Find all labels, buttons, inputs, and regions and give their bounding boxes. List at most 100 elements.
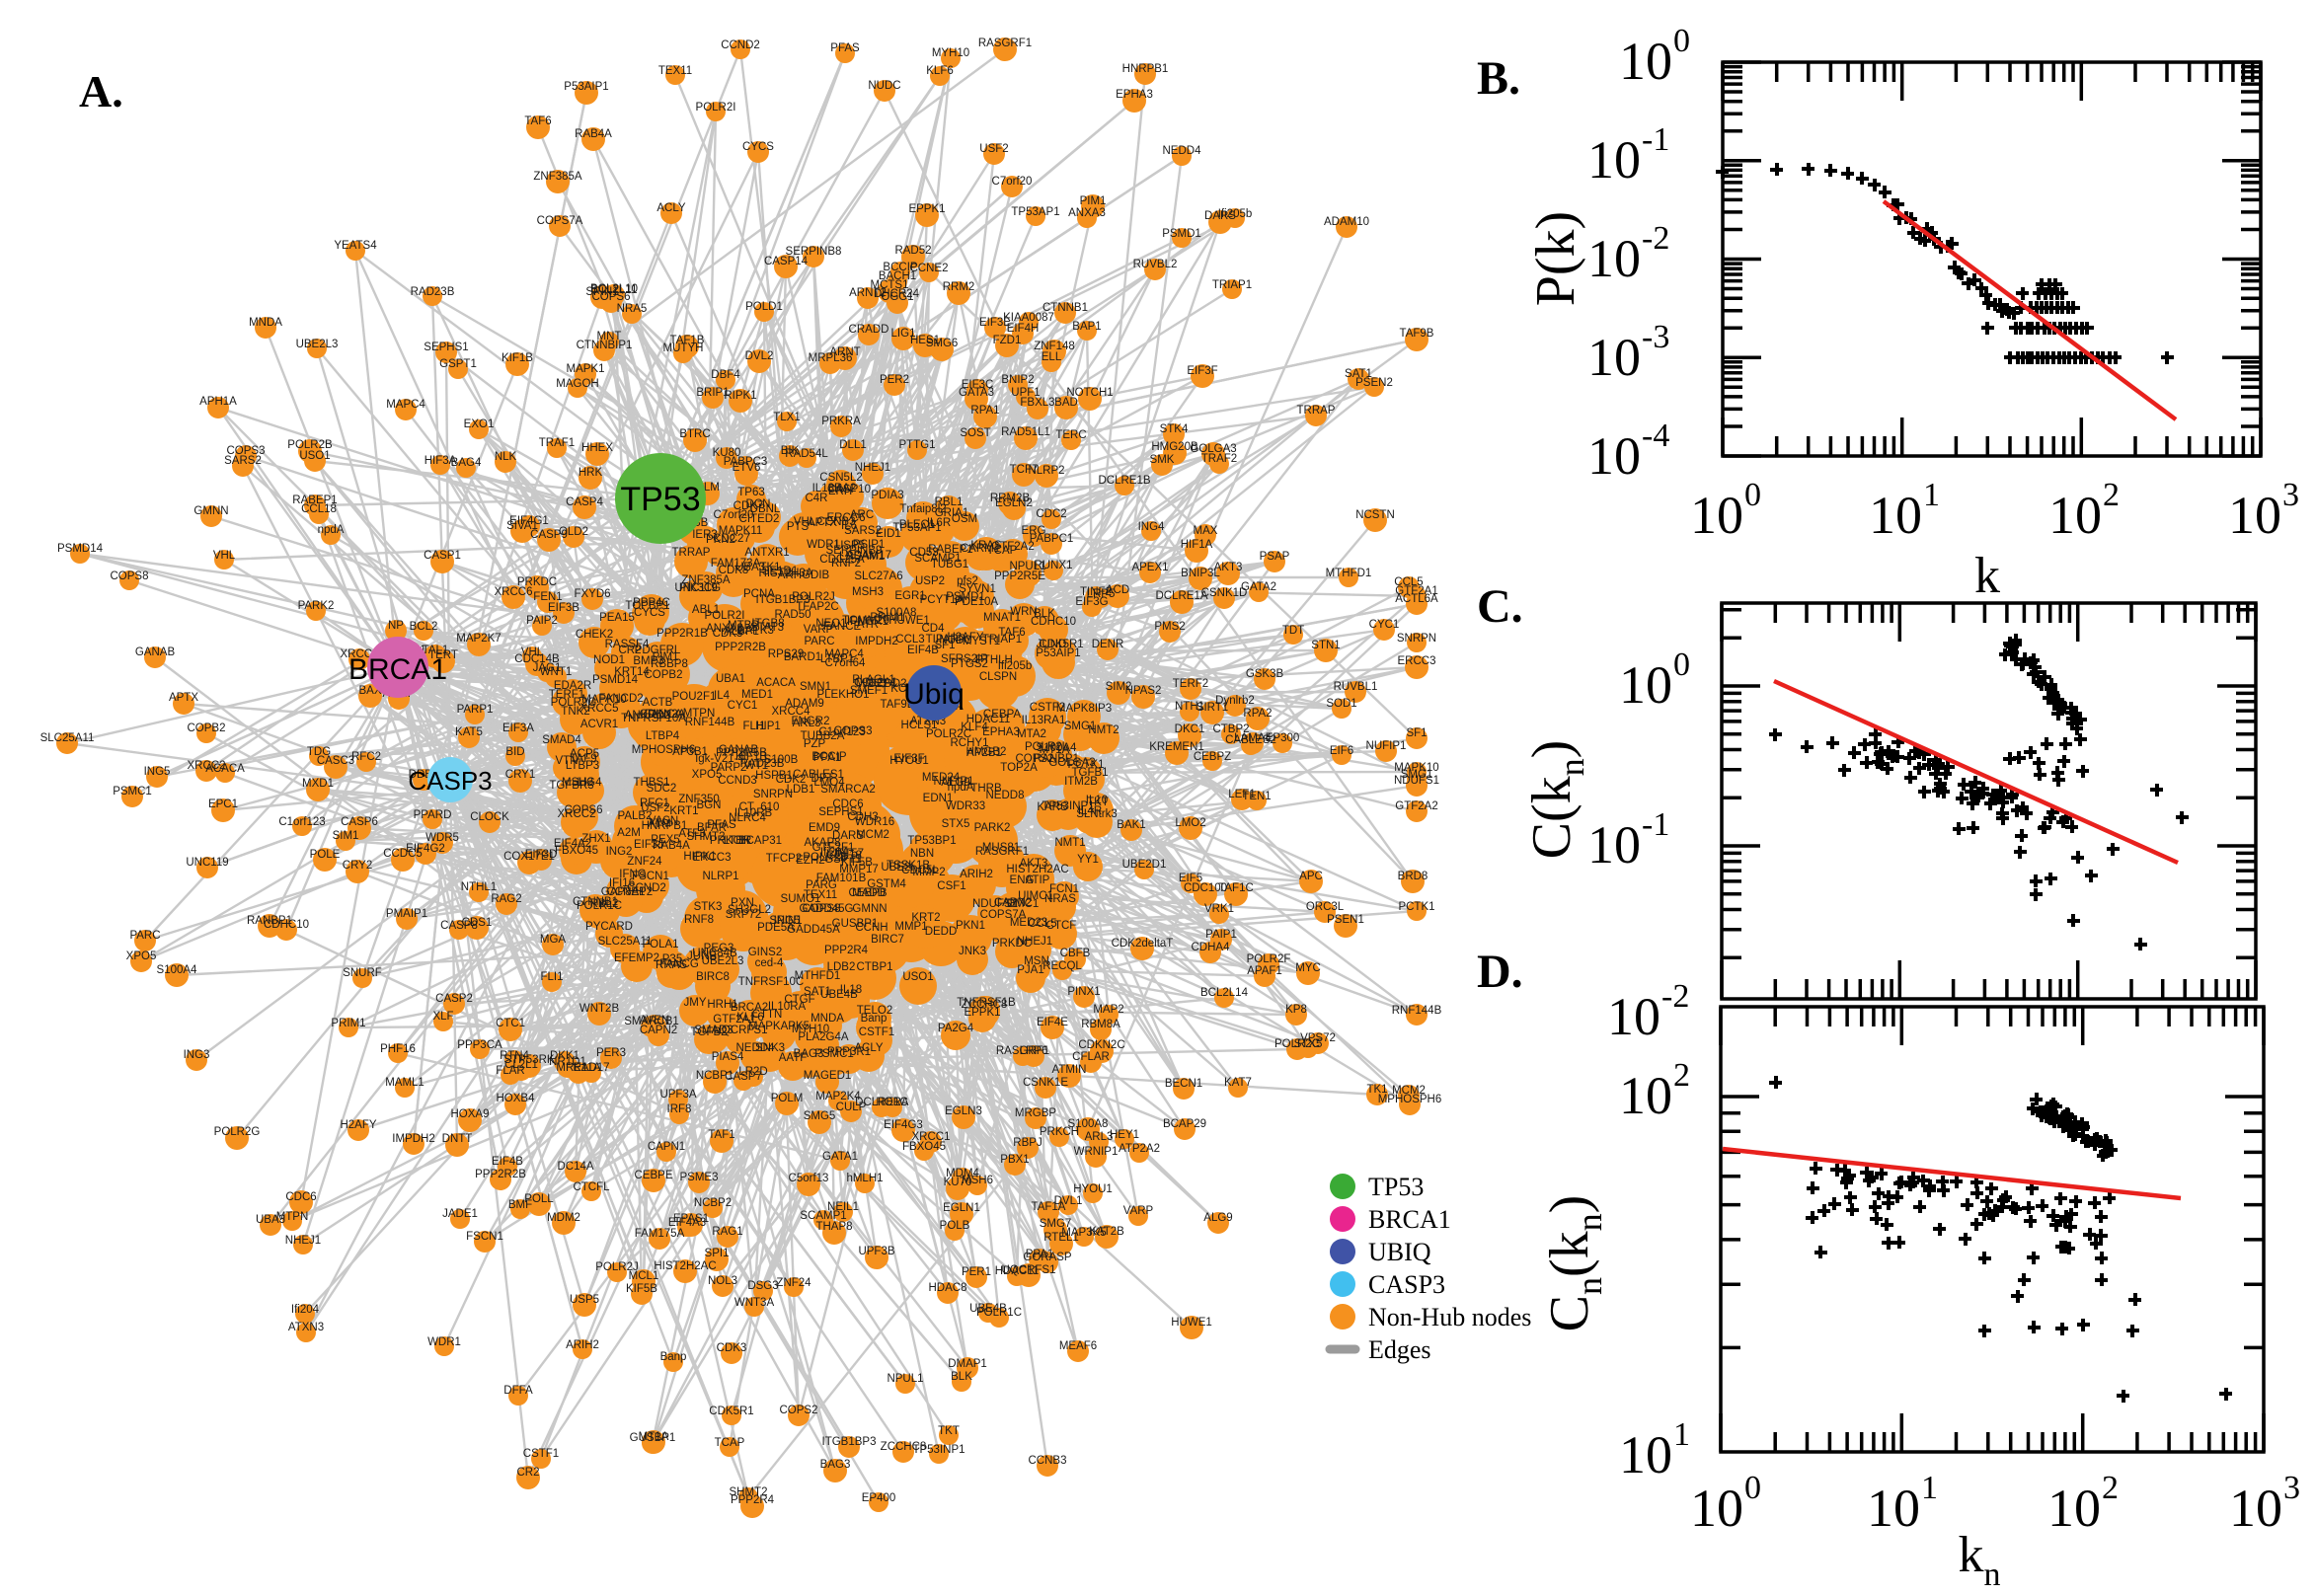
svg-text:SOST: SOST [960, 427, 990, 439]
svg-text:TELO2: TELO2 [857, 1005, 892, 1017]
svg-text:RAG1: RAG1 [712, 1226, 742, 1238]
svg-text:B.: B. [1477, 52, 1520, 105]
svg-text:ATP2A2: ATP2A2 [1119, 1143, 1160, 1155]
svg-text:HES1: HES1 [910, 335, 940, 346]
svg-text:RTN4: RTN4 [500, 1050, 529, 1062]
svg-text:PRIM1: PRIM1 [331, 1018, 365, 1029]
svg-text:HOXB4: HOXB4 [497, 1093, 536, 1104]
svg-text:MAML1: MAML1 [385, 1077, 425, 1089]
svg-text:CTNNBIP1: CTNNBIP1 [577, 340, 633, 351]
svg-text:10: 10 [1619, 655, 1672, 715]
svg-text:FBXL3: FBXL3 [1020, 397, 1054, 409]
svg-text:VASN: VASN [649, 815, 678, 827]
svg-text:SMK: SMK [1150, 454, 1175, 466]
svg-text:CD53: CD53 [909, 547, 938, 559]
svg-text:ATMIN: ATMIN [1052, 1064, 1087, 1076]
svg-text:SLNtrk3: SLNtrk3 [1076, 808, 1118, 820]
svg-text:CRADD: CRADD [849, 324, 889, 336]
svg-text:PARK2: PARK2 [298, 600, 335, 612]
svg-text:0: 0 [1673, 646, 1690, 683]
svg-text:CTCFL: CTCFL [573, 1181, 610, 1193]
svg-text:CULP: CULP [836, 1102, 867, 1113]
svg-text:PMAIP1: PMAIP1 [386, 908, 427, 920]
svg-text:FXYD6: FXYD6 [574, 588, 610, 600]
svg-text:CTBP1: CTBP1 [856, 961, 892, 973]
svg-text:KP8: KP8 [1285, 1004, 1307, 1016]
svg-text:NUDC: NUDC [868, 80, 900, 92]
svg-text:NLRP1: NLRP1 [702, 871, 738, 882]
svg-text:PPP3CA: PPP3CA [457, 1039, 502, 1051]
svg-text:FAM175A: FAM175A [635, 1228, 685, 1240]
svg-text:YEATS4: YEATS4 [334, 240, 377, 252]
svg-text:SMAD4: SMAD4 [542, 734, 581, 746]
svg-text:EFEMP2: EFEMP2 [614, 952, 659, 964]
svg-text:FNGR2: FNGR2 [792, 716, 830, 727]
svg-text:NOL3: NOL3 [708, 1275, 737, 1287]
svg-text:CASP2: CASP2 [435, 993, 473, 1005]
svg-text:PKN2: PKN2 [706, 534, 735, 546]
svg-text:ENG: ENG [1010, 874, 1035, 886]
svg-text:DVL2: DVL2 [745, 350, 774, 362]
svg-text:2: 2 [1673, 1057, 1690, 1094]
svg-text:10: 10 [1869, 486, 1922, 545]
svg-text:CTC1: CTC1 [496, 1018, 525, 1029]
svg-text:TEX11: TEX11 [658, 65, 692, 77]
svg-text:PPP2R5E: PPP2R5E [994, 570, 1045, 582]
svg-text:JUNB: JUNB [687, 950, 717, 962]
svg-text:10: 10 [1587, 426, 1641, 486]
svg-text:STK4: STK4 [1160, 423, 1189, 435]
svg-text:COPS6: COPS6 [565, 804, 603, 816]
svg-text:CCND3: CCND3 [718, 775, 757, 787]
svg-text:JUND: JUND [1037, 639, 1067, 650]
svg-text:CDC6: CDC6 [832, 798, 863, 810]
svg-text:PIK3CG: PIK3CG [679, 582, 721, 594]
svg-text:ARIH2: ARIH2 [566, 1339, 599, 1351]
svg-text:2: 2 [2102, 1470, 2119, 1506]
svg-text:NMT1: NMT1 [1054, 837, 1085, 849]
svg-text:EIF3A: EIF3A [502, 722, 534, 734]
svg-text:MRGBP: MRGBP [1015, 1107, 1057, 1119]
svg-text:10: 10 [1867, 1479, 1920, 1538]
svg-text:EGLN1: EGLN1 [943, 1202, 980, 1214]
svg-text:CR2: CR2 [516, 1467, 539, 1479]
svg-text:2: 2 [2103, 477, 2120, 513]
svg-text:MEAF6: MEAF6 [1059, 1340, 1097, 1352]
svg-text:CDK2deltaT: CDK2deltaT [1112, 938, 1174, 950]
svg-text:1: 1 [1921, 1470, 1938, 1506]
svg-text:S100A4: S100A4 [157, 964, 198, 976]
svg-text:10: 10 [1587, 815, 1641, 874]
svg-text:MNDA: MNDA [811, 1013, 844, 1025]
svg-text:DVL1: DVL1 [1054, 1195, 1083, 1207]
svg-text:NPUL1: NPUL1 [887, 1373, 923, 1385]
svg-text:10: 10 [1619, 32, 1672, 91]
svg-text:GSK3B: GSK3B [1246, 668, 1284, 680]
svg-text:EIF3B: EIF3B [548, 602, 579, 614]
svg-text:ETV6: ETV6 [733, 462, 761, 474]
svg-text:10: 10 [2228, 486, 2281, 545]
svg-text:CSTF1: CSTF1 [523, 1448, 559, 1460]
svg-text:RAD23B: RAD23B [411, 286, 455, 298]
svg-text:PARK2: PARK2 [974, 822, 1011, 834]
svg-text:IL13RA2: IL13RA2 [812, 483, 857, 494]
svg-text:MAP2K7: MAP2K7 [456, 633, 501, 645]
svg-text:CSTF1: CSTF1 [859, 1026, 894, 1038]
svg-text:TCF7: TCF7 [1010, 464, 1039, 476]
svg-text:PIAS4: PIAS4 [712, 1051, 744, 1063]
svg-text:EP400: EP400 [862, 1492, 896, 1504]
svg-text:PCTK1: PCTK1 [1398, 901, 1434, 913]
svg-text:EPAS1: EPAS1 [673, 1213, 709, 1225]
svg-text:A.: A. [79, 66, 123, 116]
svg-text:PRKDC: PRKDC [992, 938, 1032, 950]
svg-text:RAD51L1: RAD51L1 [1001, 426, 1050, 438]
svg-text:UBA1: UBA1 [716, 673, 745, 685]
svg-text:PBX1: PBX1 [1000, 1154, 1029, 1166]
svg-text:DKC1: DKC1 [1175, 723, 1205, 735]
svg-text:VRK1: VRK1 [1204, 903, 1234, 915]
svg-text:JADE1: JADE1 [442, 1208, 478, 1220]
svg-text:LTBP1: LTBP1 [820, 653, 854, 665]
svg-text:RUVBL1: RUVBL1 [1334, 681, 1378, 693]
svg-text:SMARCA2: SMARCA2 [820, 784, 876, 796]
svg-text:CRY1: CRY1 [505, 769, 535, 781]
svg-text:PHF16: PHF16 [380, 1043, 416, 1055]
svg-text:AKT3: AKT3 [1020, 858, 1048, 870]
